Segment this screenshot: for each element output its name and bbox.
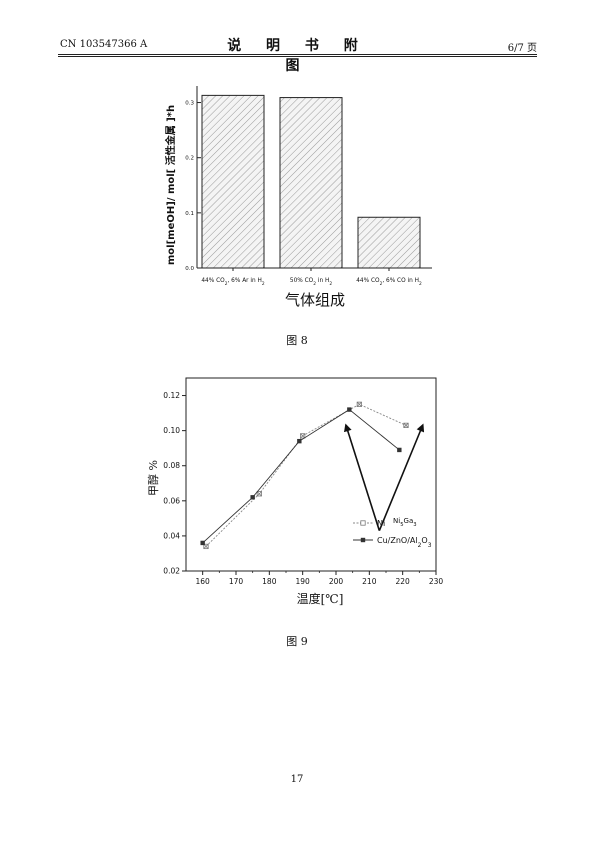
line-chart-y-tick-label: 0.04 — [163, 531, 180, 540]
data-point-1 — [356, 401, 362, 407]
bar-chart-y-tick-label: 0.2 — [185, 156, 194, 162]
bar-chart-category-label: 44% CO2, 6% CO in H2 — [356, 278, 422, 287]
data-point-2 — [297, 438, 302, 444]
line-chart-x-tick-label: 200 — [329, 577, 344, 586]
bar-chart-category-label: 50% CO2 in H2 — [290, 278, 332, 287]
page-counter: 6/7 页 — [507, 43, 537, 54]
data-point-2 — [347, 407, 352, 412]
annotation-arrow-2 — [378, 423, 425, 531]
line-chart-y-tick-label: 0.10 — [163, 426, 180, 435]
bar-2 — [279, 97, 343, 269]
line-chart-y-tick-label: 0.02 — [163, 567, 180, 576]
data-point-2 — [200, 540, 205, 546]
legend-label-2: Cu/ZnO/Al2O3 — [377, 536, 432, 549]
annotation-label: Ni5Ga3 — [393, 517, 417, 528]
series-line-2 — [202, 409, 400, 544]
header-rule-thin — [58, 56, 537, 57]
bar-chart-category-label: 44% CO2, 6% Ar in H2 — [201, 278, 265, 287]
line-chart-y-tick-label: 0.06 — [163, 496, 180, 505]
bar-chart-x-axis-label: 气体组成 — [285, 291, 345, 309]
data-point-2 — [397, 447, 402, 453]
page-header-title: 说 明 书 附 图 — [227, 38, 368, 74]
series-line-1 — [205, 403, 407, 547]
legend-marker-1 — [360, 520, 366, 526]
line-chart-x-tick-label: 160 — [196, 577, 211, 586]
line-chart-x-tick-label: 210 — [362, 577, 377, 586]
data-point-2 — [250, 495, 255, 500]
figure-8-caption: 图 8 — [286, 334, 308, 347]
data-point-1 — [403, 422, 409, 428]
bar-chart-y-axis-label: mol[meOH]/ mol[ 活性金属 ]*h — [164, 105, 177, 265]
annotation-arrow-1 — [343, 423, 381, 531]
data-point-1 — [256, 491, 262, 497]
line-chart-x-tick-label: 190 — [296, 577, 311, 586]
line-chart-x-tick-label: 230 — [429, 577, 444, 586]
line-chart-frame — [185, 377, 437, 572]
line-chart-x-tick-label: 220 — [396, 577, 411, 586]
bar-chart-y-tick-label: 0.1 — [185, 211, 194, 217]
bar-chart-y-tick-label: 0.0 — [185, 266, 194, 272]
patent-number: CN 103547366 A — [60, 39, 148, 50]
line-chart-y-axis-label: 甲醇 % — [146, 460, 160, 496]
legend-marker-2 — [360, 537, 366, 543]
line-chart-x-axis-label: 温度[℃] — [297, 591, 344, 606]
legend-label-1: Ni — [377, 519, 385, 528]
data-point-1 — [300, 433, 306, 439]
line-chart-x-tick-label: 170 — [229, 577, 244, 586]
bar-chart-y-tick-label: 0.3 — [185, 101, 194, 107]
page-number: 17 — [290, 774, 304, 785]
bar-1 — [201, 94, 265, 269]
line-chart-y-tick-label: 0.08 — [163, 461, 180, 470]
line-chart-x-tick-label: 180 — [262, 577, 277, 586]
line-chart-y-tick-label: 0.12 — [163, 391, 180, 400]
figure-9-caption: 图 9 — [286, 635, 308, 648]
header-rule — [58, 54, 537, 55]
